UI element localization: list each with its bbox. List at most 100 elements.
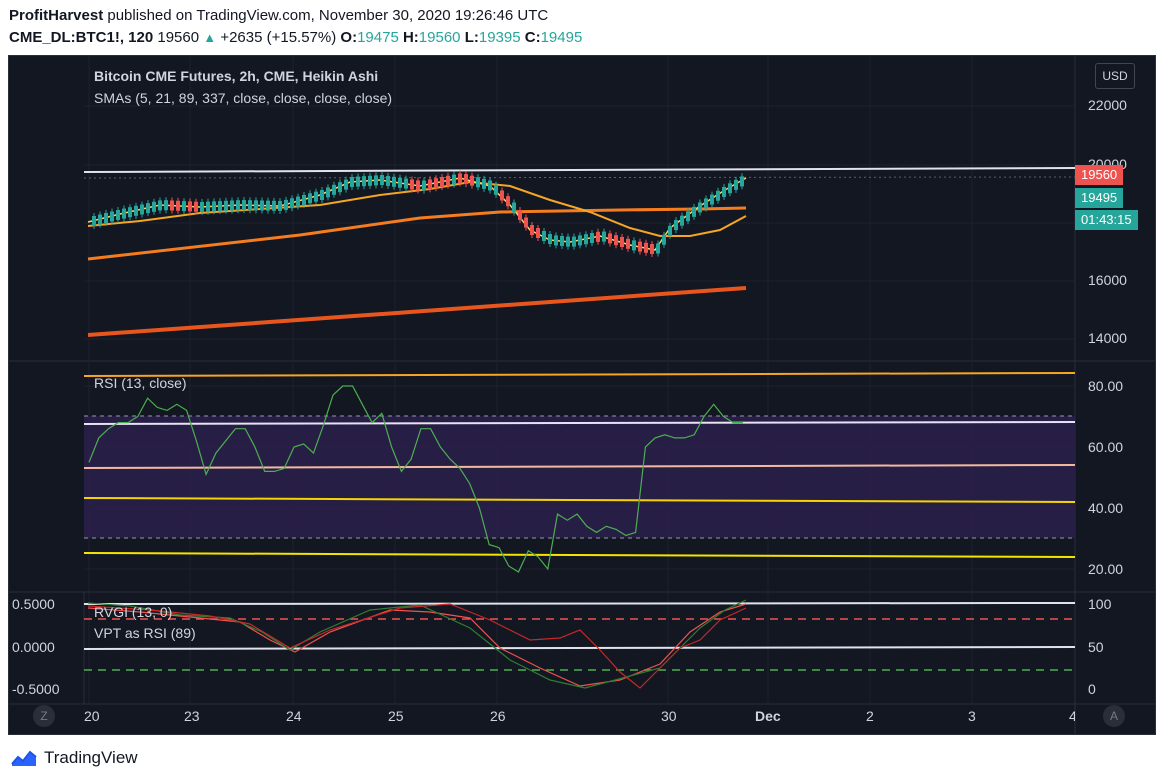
vertical-grid	[88, 56, 973, 704]
candle-body	[440, 177, 444, 187]
rvgi-legend[interactable]: RVGI (13, 0)	[94, 604, 173, 620]
candle-body	[344, 179, 348, 190]
price-tick: 16000	[1088, 272, 1127, 288]
rsi-trendline-white	[83, 421, 1076, 425]
osc-right-tick: 100	[1088, 596, 1112, 612]
candle-body	[488, 180, 492, 191]
candle-body	[548, 234, 552, 244]
open-label: O:	[340, 29, 358, 46]
candle-body	[284, 199, 288, 210]
candle-body	[104, 213, 108, 223]
time-label: 25	[388, 708, 404, 724]
close-price-tag: 19495	[1075, 188, 1124, 208]
candle-body	[704, 198, 708, 209]
countdown-tag: 01:43:15	[1075, 210, 1138, 230]
candle-body	[314, 191, 318, 202]
candle-body	[566, 236, 570, 247]
rvgi-signal-line	[87, 603, 747, 687]
candle-body	[416, 180, 420, 191]
candle-body	[410, 179, 414, 190]
candle-body	[434, 178, 438, 189]
candle-body	[110, 211, 114, 222]
time-label: 23	[184, 708, 200, 724]
candle-body	[458, 173, 462, 184]
candle-body	[362, 176, 366, 187]
low-label: L:	[464, 29, 479, 46]
candle-body	[128, 207, 132, 218]
rsi-trendline-orange	[83, 372, 1076, 377]
candle-body	[224, 200, 228, 211]
last-price: 19560	[157, 29, 200, 46]
sma-legend[interactable]: SMAs (5, 21, 89, 337, close, close, clos…	[94, 90, 393, 106]
candle-body	[254, 200, 258, 211]
candle-body	[614, 235, 618, 246]
candle-body	[230, 200, 234, 211]
vpt-rsi-line	[87, 603, 747, 689]
candle-body	[596, 231, 600, 242]
tradingview-brand: TradingView	[44, 748, 138, 767]
candle-body	[122, 208, 126, 219]
candle-body	[608, 233, 612, 244]
candle-body	[572, 236, 576, 247]
candle-body	[542, 231, 546, 241]
candle-body	[248, 200, 252, 211]
vpt-legend[interactable]: VPT as RSI (89)	[94, 625, 196, 641]
high-label: H:	[402, 29, 419, 46]
rsi-band	[84, 416, 1075, 538]
osc-upper-line	[83, 602, 1076, 605]
candle-body	[530, 225, 534, 235]
candle-body	[650, 244, 654, 254]
candle-body	[146, 203, 150, 214]
candle-body	[506, 196, 510, 207]
sma-89-line	[87, 206, 747, 261]
auto-scale-button[interactable]: A	[1103, 705, 1125, 727]
candle-body	[476, 177, 480, 188]
candle-body	[494, 184, 498, 195]
time-label: 30	[661, 708, 677, 724]
candle-body	[308, 193, 312, 204]
candle-body	[356, 176, 360, 187]
candle-body	[536, 228, 540, 238]
candle-body	[740, 176, 744, 187]
rsi-trendline-peach	[83, 464, 1076, 469]
candle-body	[722, 186, 726, 197]
candle-body	[512, 202, 516, 213]
footer	[0, 738, 1164, 780]
candle-body	[446, 175, 450, 186]
candle-body	[218, 201, 222, 212]
price-tick: 14000	[1088, 330, 1127, 346]
candle-body	[266, 200, 270, 211]
candle-body	[134, 205, 138, 216]
candle-body	[602, 231, 606, 242]
tradingview-logo[interactable]: TradingView	[10, 748, 138, 768]
candle-body	[392, 176, 396, 187]
rsi-trendline-yellow2	[83, 552, 1076, 558]
candle-body	[164, 200, 168, 211]
candle-body	[620, 237, 624, 247]
time-label: 2	[866, 708, 874, 724]
osc-left-tick: 0.0000	[12, 639, 55, 655]
author-name[interactable]: ProfitHarvest	[9, 7, 104, 24]
candle-body	[98, 214, 102, 225]
rsi-legend[interactable]: RSI (13, close)	[94, 375, 187, 391]
candle-body	[398, 177, 402, 188]
candle-body	[578, 235, 582, 246]
candle-body	[260, 200, 264, 211]
close-value: 19495	[540, 29, 583, 46]
symbol-name: CME_DL:BTC1!, 120	[9, 29, 154, 46]
osc-left-tick: 0.5000	[12, 596, 55, 612]
currency-button[interactable]: USD	[1095, 63, 1135, 89]
price-change: +2635 (+15.57%)	[220, 29, 337, 46]
zoom-button[interactable]: Z	[33, 705, 55, 727]
publish-info: ProfitHarvest published on TradingView.c…	[9, 7, 548, 24]
candle-body	[242, 200, 246, 211]
candle-body	[170, 200, 174, 211]
candle-body	[710, 194, 714, 205]
rsi-trendline-yellow1	[83, 497, 1076, 503]
candle-body	[500, 190, 504, 201]
time-label: 20	[84, 708, 100, 724]
main-pane-title[interactable]: Bitcoin CME Futures, 2h, CME, Heikin Ash…	[94, 68, 379, 84]
symbol-info: CME_DL:BTC1!, 120 19560 ▲ +2635 (+15.57%…	[9, 29, 582, 46]
candle-body	[404, 178, 408, 189]
